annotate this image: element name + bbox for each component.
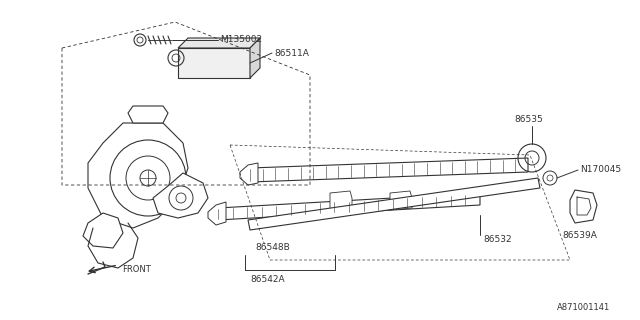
Polygon shape [390, 191, 412, 210]
Polygon shape [250, 158, 528, 182]
Text: 86511A: 86511A [274, 49, 309, 58]
Text: 86539A: 86539A [563, 230, 597, 239]
Polygon shape [178, 48, 250, 78]
Text: 86532: 86532 [483, 236, 511, 244]
Polygon shape [83, 213, 123, 248]
Text: 86535: 86535 [514, 116, 543, 124]
Polygon shape [218, 193, 480, 220]
Polygon shape [250, 38, 260, 78]
Polygon shape [570, 190, 597, 223]
Text: 86548B: 86548B [255, 244, 290, 252]
Polygon shape [153, 173, 208, 218]
Polygon shape [240, 163, 258, 185]
Polygon shape [248, 178, 540, 230]
Text: A871001141: A871001141 [557, 303, 610, 313]
Text: FRONT: FRONT [122, 266, 151, 275]
Polygon shape [208, 202, 226, 225]
Polygon shape [178, 38, 260, 48]
Polygon shape [128, 106, 168, 123]
Text: 86542A: 86542A [251, 276, 285, 284]
Polygon shape [330, 191, 352, 210]
Polygon shape [88, 123, 188, 228]
Text: N170045: N170045 [580, 165, 621, 174]
Text: M135002: M135002 [220, 36, 262, 44]
